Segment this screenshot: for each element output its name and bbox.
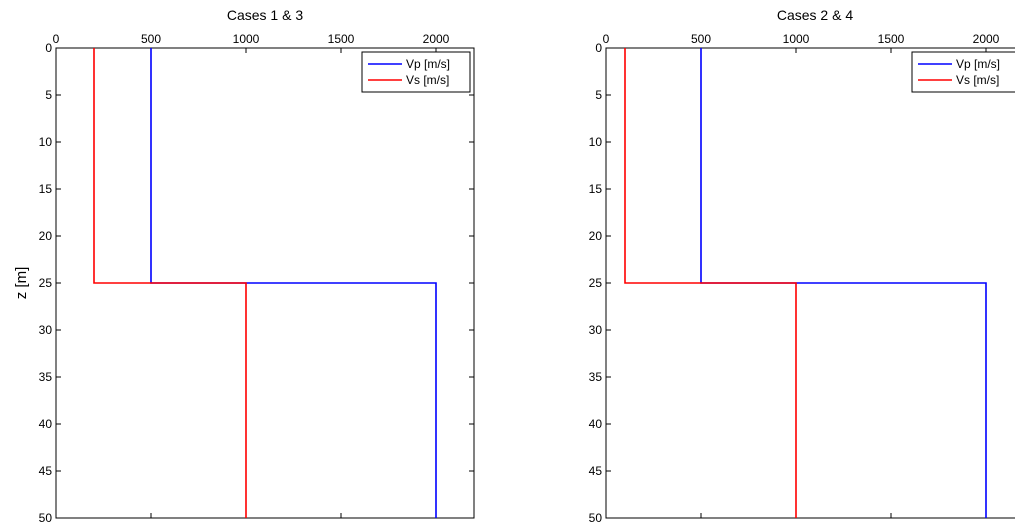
y-tick-label: 5	[45, 88, 52, 102]
y-tick-label: 10	[39, 135, 53, 149]
y-tick-label: 30	[39, 323, 53, 337]
y-tick-label: 25	[589, 276, 603, 290]
legend: Vp [m/s] Vs [m/s]	[911, 51, 1015, 93]
x-tick-label: 1500	[878, 32, 905, 46]
series-line-vp	[700, 48, 987, 518]
y-tick-label: 15	[39, 182, 53, 196]
chart-title: Cases 2 & 4	[777, 7, 853, 23]
x-tick-label: 2000	[423, 32, 450, 46]
legend-entry: Vs [m/s]	[956, 73, 999, 87]
y-tick-label: 45	[39, 464, 53, 478]
legend-entry: Vs [m/s]	[406, 73, 449, 87]
y-tick-label: 35	[39, 370, 53, 384]
x-tick-label: 0	[53, 32, 60, 46]
legend-box	[361, 51, 471, 93]
legend: Vp [m/s] Vs [m/s]	[361, 51, 471, 93]
y-tick-label: 5	[595, 88, 602, 102]
chart-2: Cases 2 & 4 0 500 1000 1500 2000 0 5 10 15 20 25 30 3…	[589, 7, 1015, 525]
y-tick-label: 15	[589, 182, 603, 196]
legend-entry: Vp [m/s]	[406, 57, 450, 71]
y-tick-label: 10	[589, 135, 603, 149]
y-tick-label: 50	[589, 511, 603, 525]
y-tick-label: 40	[589, 417, 603, 431]
y-tick-label: 0	[45, 41, 52, 55]
y-tick-label: 50	[39, 511, 53, 525]
y-tick-label: 30	[589, 323, 603, 337]
x-tick-label: 2000	[973, 32, 1000, 46]
y-tick-label: 0	[595, 41, 602, 55]
x-tick-label: 500	[691, 32, 711, 46]
y-tick-label: 45	[589, 464, 603, 478]
legend-box	[911, 51, 1015, 93]
series-line-vp	[150, 48, 437, 518]
chart-1: Cases 1 & 3 0 500 1000 1500 2000 0 5 10 15 20 25 30 3…	[13, 7, 475, 525]
y-tick-label: 25	[39, 276, 53, 290]
y-tick-label: 20	[39, 229, 53, 243]
series-line-vs	[93, 48, 247, 518]
chart-title: Cases 1 & 3	[227, 7, 303, 23]
x-tick-label: 0	[603, 32, 610, 46]
x-tick-label: 500	[141, 32, 161, 46]
x-tick-label: 1000	[233, 32, 260, 46]
y-axis-label: z [m]	[13, 267, 30, 300]
y-tick-label: 40	[39, 417, 53, 431]
legend-entry: Vp [m/s]	[956, 57, 1000, 71]
y-tick-label: 35	[589, 370, 603, 384]
series-line-vs	[624, 48, 797, 518]
x-tick-label: 1500	[328, 32, 355, 46]
y-tick-label: 20	[589, 229, 603, 243]
x-tick-label: 1000	[783, 32, 810, 46]
